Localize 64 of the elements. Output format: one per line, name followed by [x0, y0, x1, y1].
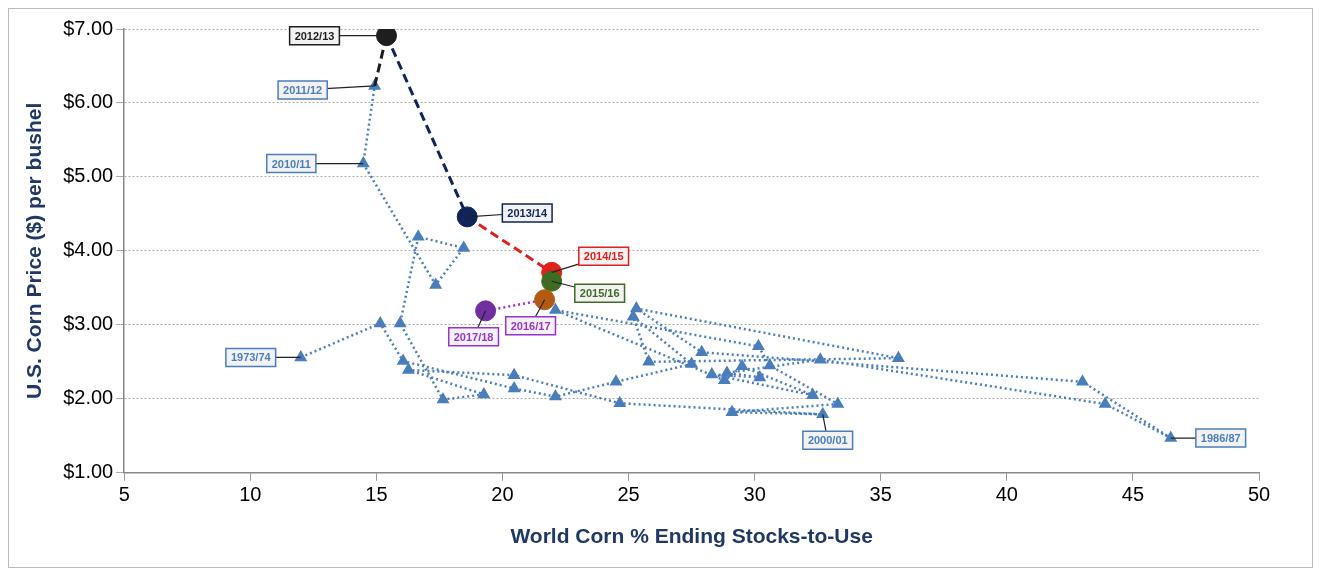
y-axis-title: U.S. Corn Price ($) per bushel [22, 102, 46, 400]
point [397, 354, 409, 365]
point [726, 405, 738, 416]
annotation: 2010/11 [271, 157, 311, 170]
point [686, 357, 698, 368]
point [541, 270, 563, 292]
x-tick-label: 30 [743, 483, 766, 506]
x-tick-label: 40 [995, 483, 1018, 506]
annotation: 1986/87 [1200, 432, 1241, 445]
annotation: 2000/01 [807, 434, 848, 447]
point [721, 366, 733, 377]
annotation: 2013/14 [507, 206, 548, 219]
point [394, 317, 406, 328]
point [508, 382, 520, 393]
point [508, 368, 520, 379]
point [458, 241, 470, 252]
point [754, 371, 766, 382]
x-tick-label: 45 [1121, 483, 1145, 506]
y-tick-label: $7.00 [63, 16, 114, 39]
point [832, 397, 844, 408]
y-tick-label: $1.00 [63, 460, 114, 483]
point [814, 353, 826, 364]
point [892, 351, 904, 362]
x-tick-label: 10 [239, 483, 262, 506]
point [478, 388, 490, 399]
point [1099, 397, 1111, 408]
point [549, 390, 562, 401]
point [456, 206, 478, 228]
y-tick-label: $6.00 [63, 90, 114, 113]
point [475, 300, 497, 322]
point [534, 289, 556, 311]
point [1076, 375, 1089, 386]
point [402, 363, 415, 374]
annotation: 2016/17 [510, 319, 551, 332]
point [357, 157, 369, 168]
y-tick-label: $2.00 [63, 386, 114, 409]
point [610, 375, 622, 386]
x-tick-label: 35 [869, 483, 892, 506]
point [430, 278, 442, 289]
annotation: 2015/16 [579, 287, 620, 300]
point [807, 388, 819, 399]
y-tick-label: $5.00 [63, 164, 114, 187]
x-axis-title: World Corn % Ending Stocks-to-Use [510, 524, 873, 548]
point [549, 303, 562, 314]
annotation: 2012/13 [294, 29, 335, 42]
point [412, 230, 424, 241]
annotation: 2017/18 [453, 330, 494, 343]
point [706, 368, 718, 379]
y-tick-label: $4.00 [63, 238, 114, 261]
point [437, 393, 449, 404]
point [643, 355, 655, 366]
point [764, 359, 776, 370]
x-tick-label: 15 [365, 483, 388, 506]
point [696, 345, 708, 356]
x-tick-label: 50 [1247, 483, 1271, 506]
point [630, 302, 642, 313]
annotation: 1973/74 [230, 351, 272, 364]
annotation: 2014/15 [583, 250, 624, 263]
point [374, 317, 386, 328]
x-tick-label: 20 [491, 483, 514, 506]
annotation: 2011/12 [283, 83, 323, 96]
x-tick-label: 25 [617, 483, 640, 506]
x-tick-label: 5 [118, 483, 130, 506]
y-tick-label: $3.00 [63, 312, 114, 335]
